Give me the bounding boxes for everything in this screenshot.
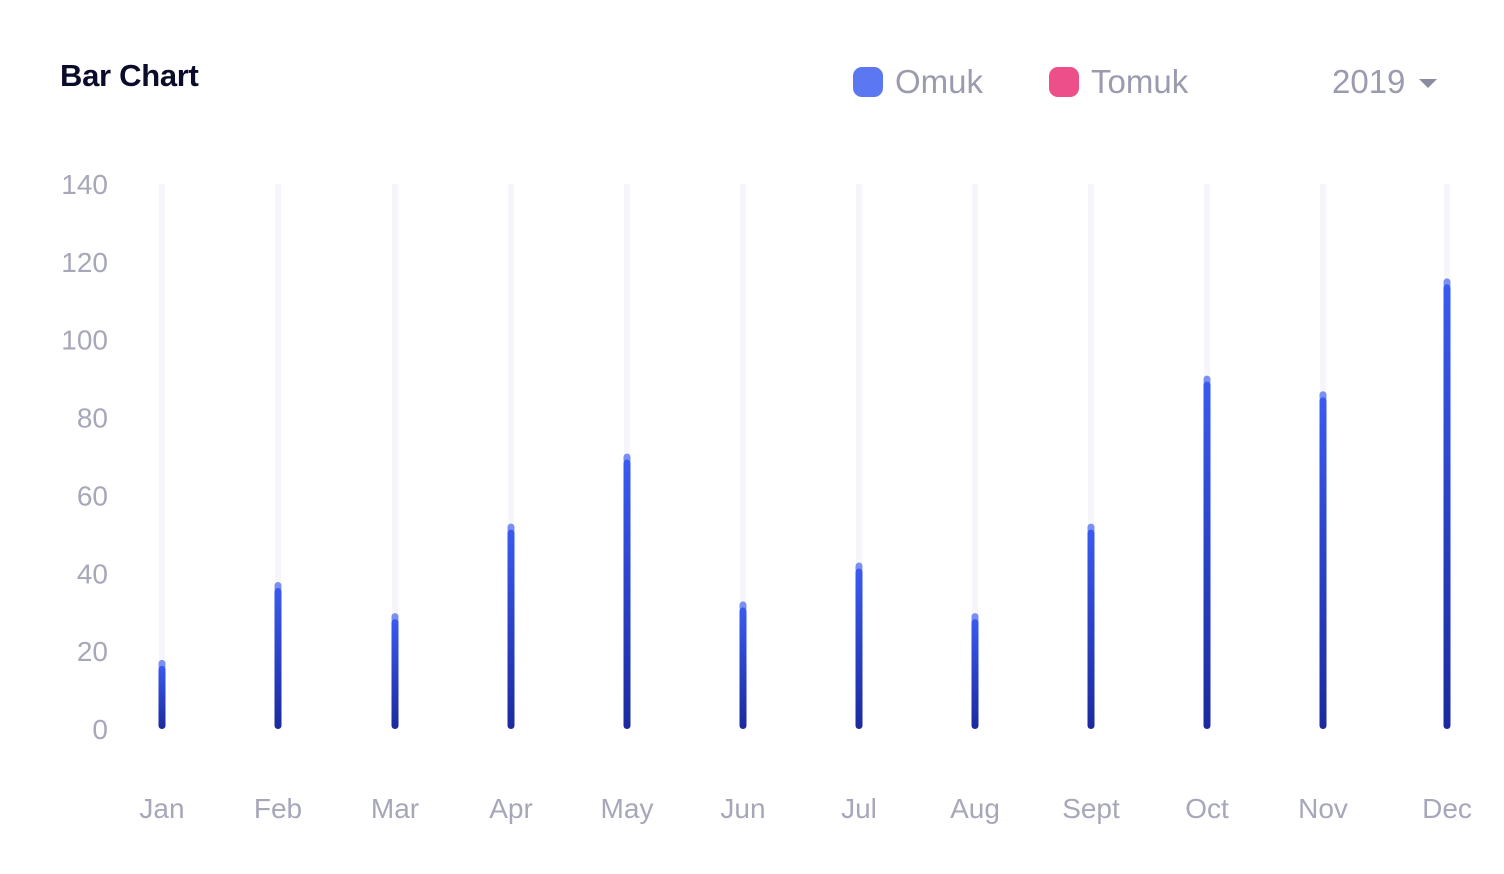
grid-line [1088, 184, 1094, 729]
bar-oct [1203, 381, 1211, 729]
grid-line [856, 184, 862, 729]
y-tick-label: 120 [61, 247, 108, 278]
legend-label-tomuk: Tomuk [1091, 63, 1189, 100]
x-tick-label: Jun [720, 793, 765, 824]
y-tick-label: 0 [92, 714, 108, 745]
bar-aug [971, 619, 979, 729]
x-tick-label: Jul [841, 793, 877, 824]
bar-feb [274, 587, 282, 729]
grid-line [740, 184, 746, 729]
legend-item-tomuk[interactable]: Tomuk [1049, 62, 1188, 102]
x-tick-label: Aug [950, 793, 1000, 824]
grid-line [275, 184, 281, 729]
x-tick-label: Sept [1062, 793, 1120, 824]
grid-line [972, 184, 978, 729]
y-tick-label: 40 [77, 558, 108, 589]
x-tick-label: Apr [489, 793, 533, 824]
year-select[interactable]: 2019 [1332, 62, 1438, 102]
bar-nov [1319, 397, 1327, 729]
bar-apr [507, 529, 515, 729]
y-tick-label: 140 [61, 169, 108, 200]
y-tick-label: 100 [61, 325, 108, 356]
bar-jan [158, 665, 166, 729]
x-tick-label: Dec [1422, 793, 1472, 824]
y-tick-label: 80 [77, 403, 108, 434]
bar-sept [1087, 529, 1095, 729]
x-tick-label: Mar [371, 793, 419, 824]
year-value: 2019 [1332, 63, 1406, 100]
x-tick-label: Oct [1185, 793, 1229, 824]
y-tick-label: 20 [77, 636, 108, 667]
bar-mar [391, 619, 399, 729]
x-tick-label: May [601, 793, 654, 824]
legend-swatch-tomuk [1049, 67, 1079, 97]
grid-line [508, 184, 514, 729]
x-tick-label: Jan [139, 793, 184, 824]
bar-jul [855, 568, 863, 729]
legend-item-omuk[interactable]: Omuk [853, 62, 983, 102]
bar-jun [739, 607, 747, 729]
legend-swatch-omuk [853, 67, 883, 97]
bar-may [623, 459, 631, 729]
x-tick-label: Nov [1298, 793, 1348, 824]
y-tick-label: 60 [77, 480, 108, 511]
legend-label-omuk: Omuk [895, 63, 984, 100]
x-tick-label: Feb [254, 793, 302, 824]
grid-line [392, 184, 398, 729]
chevron-down-icon [1419, 78, 1438, 88]
chart-title: Bar Chart [60, 58, 199, 93]
bar-dec [1443, 284, 1451, 729]
grid-line [159, 184, 165, 729]
